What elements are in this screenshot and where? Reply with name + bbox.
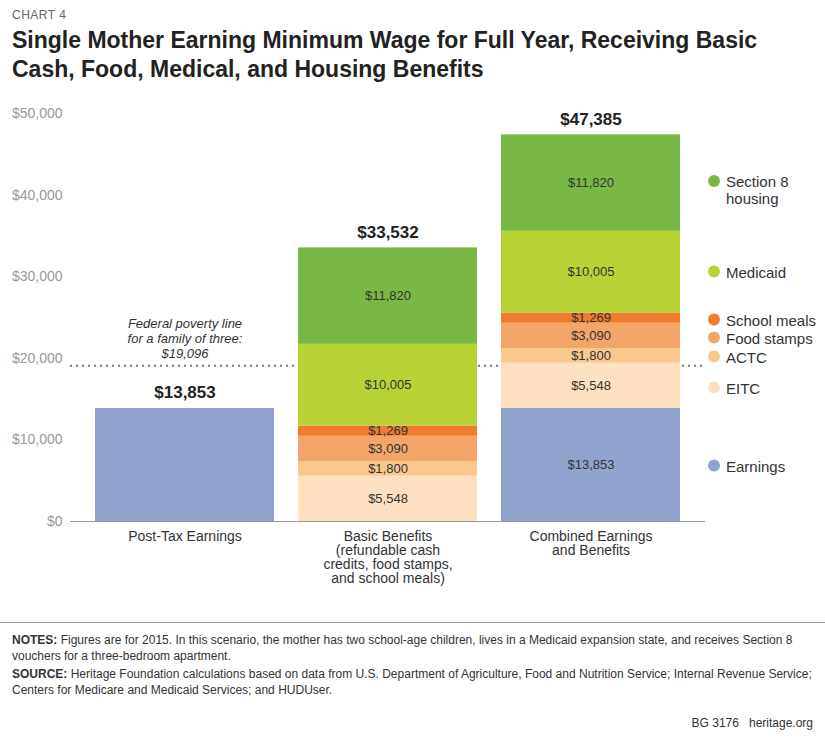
svg-text:$20,000: $20,000 xyxy=(12,350,63,366)
svg-text:Federal poverty linefor a fami: Federal poverty linefor a family of thre… xyxy=(128,316,243,361)
svg-text:Post-Tax Earnings: Post-Tax Earnings xyxy=(128,528,242,544)
html-text:SOURCE: Heritage Foundation ca: SOURCE: Heritage Foundation calculations… xyxy=(12,667,812,697)
svg-text:$3,090: $3,090 xyxy=(368,441,408,456)
svg-text:$13,853: $13,853 xyxy=(154,383,215,402)
svg-text:$1,800: $1,800 xyxy=(368,461,408,476)
svg-text:$10,000: $10,000 xyxy=(12,431,63,447)
html-text:NOTES: Figures are for 2015. I: NOTES: Figures are for 2015. In this sce… xyxy=(12,633,793,663)
svg-text:$10,005: $10,005 xyxy=(568,264,615,279)
html-text:Single Mother Earning Minimum: Single Mother Earning Minimum Wage for F… xyxy=(12,27,758,82)
svg-text:$33,532: $33,532 xyxy=(357,223,418,242)
svg-text:$10,005: $10,005 xyxy=(365,377,412,392)
html-text:BG 3176: BG 3176 xyxy=(691,716,739,730)
svg-text:$0: $0 xyxy=(47,513,63,529)
html-text:Medicaid: Medicaid xyxy=(726,263,786,281)
html-text:heritage.org: heritage.org xyxy=(749,716,813,730)
svg-text:Basic Benefits(refundable cash: Basic Benefits(refundable cashcredits, f… xyxy=(323,528,452,586)
svg-text:$1,269: $1,269 xyxy=(571,310,611,325)
html-text:School meals: School meals xyxy=(726,311,816,329)
svg-text:$13,853: $13,853 xyxy=(568,457,615,472)
svg-text:$30,000: $30,000 xyxy=(12,268,63,284)
svg-text:$5,548: $5,548 xyxy=(571,378,611,393)
svg-text:$47,385: $47,385 xyxy=(560,110,621,129)
html-text:EITC: EITC xyxy=(726,379,761,397)
svg-text:$1,800: $1,800 xyxy=(571,348,611,363)
html-text:Food stamps: Food stamps xyxy=(726,329,813,347)
svg-text:$5,548: $5,548 xyxy=(368,491,408,506)
html-text:Section 8 housing: Section 8 housing xyxy=(726,173,789,207)
html-text:Earnings: Earnings xyxy=(726,457,786,475)
svg-text:Combined Earningsand Benefits: Combined Earningsand Benefits xyxy=(530,528,653,558)
html-text:CHART 4: CHART 4 xyxy=(12,8,67,22)
html-text:ACTC: ACTC xyxy=(726,348,767,366)
svg-text:$11,820: $11,820 xyxy=(365,288,411,303)
svg-text:$11,820: $11,820 xyxy=(568,175,614,190)
svg-text:$40,000: $40,000 xyxy=(12,187,63,203)
svg-text:$50,000: $50,000 xyxy=(12,105,63,121)
svg-text:$1,269: $1,269 xyxy=(368,423,408,438)
svg-text:$3,090: $3,090 xyxy=(571,328,611,343)
